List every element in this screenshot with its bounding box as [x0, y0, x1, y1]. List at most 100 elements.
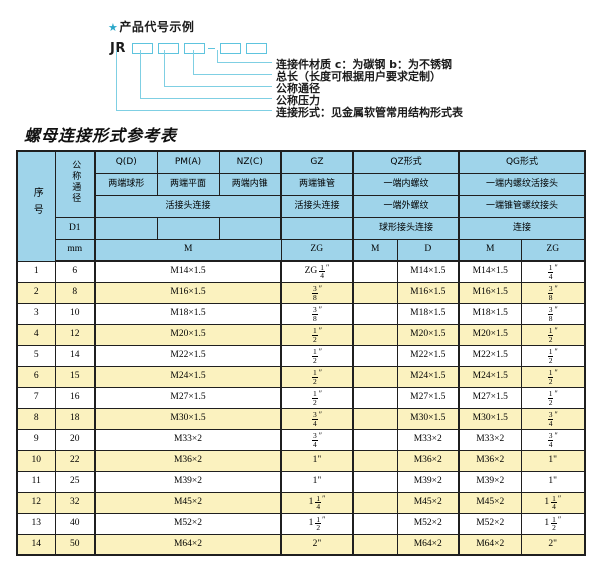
- cell-qg-m: M24×1.5: [458, 365, 522, 388]
- cell-nominal-diameter: 10: [54, 302, 96, 325]
- cell-qz-m: [352, 428, 398, 451]
- cell-qz-d: M14×1.5: [396, 260, 460, 283]
- header-group-qz: QZ形式: [352, 150, 460, 174]
- star-icon: ★: [108, 21, 119, 34]
- cell-nominal-diameter: 15: [54, 365, 96, 388]
- cell-qg-m: M30×1.5: [458, 407, 522, 430]
- leader-line-v-1: [116, 50, 117, 110]
- cell-serial-no: 13: [16, 512, 56, 535]
- cell-gz-zg: 3 8 ″: [280, 281, 354, 304]
- cell-qg-zg: 1 1 4 ″: [520, 491, 586, 514]
- cell-qz-d: M18×1.5: [396, 302, 460, 325]
- table-row: 14 50 M64×2 2" M64×2 M64×2 2": [16, 533, 586, 556]
- cell-qz-m: [352, 533, 398, 556]
- cell-m-thread: M64×2: [94, 533, 282, 556]
- code-slot-5: [245, 42, 267, 54]
- header-group-pma: PM(A): [156, 150, 220, 174]
- cell-qg-zg: 1 2 ″: [520, 344, 586, 367]
- header-group-gz: GZ: [280, 150, 354, 174]
- header-unit-zg-qg: ZG: [520, 238, 586, 262]
- header-row-desc2: 活接头连接 活接头连接 一端外螺纹 一端锥管螺纹接头: [17, 194, 586, 218]
- header-nominal-diameter: 公称通径: [54, 150, 96, 218]
- cell-m-thread: M36×2: [94, 449, 282, 472]
- header-desc-pma: 两端平面: [156, 172, 220, 196]
- header-blank-nzc: [218, 216, 282, 240]
- code-label-material: 连接件材质 c：为碳钢 b：为不锈钢: [276, 58, 453, 71]
- cell-qg-m: M64×2: [458, 533, 522, 556]
- cell-gz-zg: 1 1 2 ″: [280, 512, 354, 535]
- cell-qg-zg: 3 8 ″: [520, 302, 586, 325]
- header-blank-gz: [280, 216, 354, 240]
- header-unit-d-qz: D: [396, 238, 460, 262]
- cell-qg-zg: 3 8 ″: [520, 281, 586, 304]
- cell-m-thread: M24×1.5: [94, 365, 282, 388]
- cell-m-thread: M45×2: [94, 491, 282, 514]
- code-slot-2: [157, 42, 179, 54]
- cell-qz-d: M45×2: [396, 491, 460, 514]
- cell-qg-zg: 1": [520, 470, 586, 493]
- nut-connection-reference-table: 序号 公称通径 Q(D) PM(A) NZ(C) GZ QZ形式 QG形式 两端…: [16, 150, 586, 556]
- table-row: 9 20 M33×2 3 4 ″ M33×2 M33×2 3 4 ″: [16, 428, 586, 451]
- product-code-slots: JR: [110, 40, 272, 56]
- cell-qz-m: [352, 407, 398, 430]
- table-row: 3 10 M18×1.5 3 8 ″ M18×1.5 M18×1.5 3 8 ″: [16, 302, 586, 325]
- table-row: 4 12 M20×1.5 1 2 ″ M20×1.5 M20×1.5 1 2 ″: [16, 323, 586, 346]
- cell-qg-zg: 3 4 ″: [520, 407, 586, 430]
- cell-nominal-diameter: 6: [54, 260, 96, 283]
- header-desc-qd: 两端球形: [94, 172, 158, 196]
- header-qz-desc3: 球形接头连接: [352, 216, 460, 240]
- cell-serial-no: 12: [16, 491, 56, 514]
- cell-serial-no: 10: [16, 449, 56, 472]
- leader-line-h-3: [164, 86, 272, 87]
- leader-line-h-2: [140, 98, 272, 99]
- cell-nominal-diameter: 18: [54, 407, 96, 430]
- cell-m-thread: M52×2: [94, 512, 282, 535]
- cell-serial-no: 8: [16, 407, 56, 430]
- cell-gz-zg: 3 4 ″: [280, 407, 354, 430]
- table-row: 8 18 M30×1.5 3 4 ″ M30×1.5 M30×1.5 3 4 ″: [16, 407, 586, 430]
- cell-gz-zg: 1": [280, 470, 354, 493]
- cell-m-thread: M20×1.5: [94, 323, 282, 346]
- code-dash: [207, 47, 215, 49]
- cell-serial-no: 2: [16, 281, 56, 304]
- cell-serial-no: 5: [16, 344, 56, 367]
- header-gz-union: 活接头连接: [280, 194, 354, 218]
- cell-qg-zg: 1 2 ″: [520, 386, 586, 409]
- cell-qg-m: M14×1.5: [458, 260, 522, 283]
- code-label-conn-type: 连接形式：见金属软管常用结构形式表: [276, 106, 463, 119]
- cell-qg-zg: 1 2 ″: [520, 323, 586, 346]
- cell-gz-zg: 2": [280, 533, 354, 556]
- cell-qz-m: [352, 260, 398, 283]
- cell-qz-d: M16×1.5: [396, 281, 460, 304]
- leader-line-v-3: [164, 50, 165, 86]
- cell-nominal-diameter: 8: [54, 281, 96, 304]
- table-row: 12 32 M45×2 1 1 4 ″ M45×2 M45×2 1 1 4 ″: [16, 491, 586, 514]
- header-serial-no: 序号: [16, 150, 56, 262]
- header-desc-qz: 一端内螺纹: [352, 172, 460, 196]
- header-blank-qd: [94, 216, 158, 240]
- cell-m-thread: M27×1.5: [94, 386, 282, 409]
- header-mm-label: mm: [54, 238, 96, 262]
- cell-qg-zg: 2": [520, 533, 586, 556]
- leader-line-v-4: [193, 50, 194, 74]
- header-row-codes: 序号 公称通径 Q(D) PM(A) NZ(C) GZ QZ形式 QG形式: [16, 150, 586, 262]
- cell-gz-zg: 1 2 ″: [280, 386, 354, 409]
- cell-qg-m: M18×1.5: [458, 302, 522, 325]
- table-row: 1 6 M14×1.5 ZG 1 4 ″ M14×1.5 M14×1.5 1 4 ″: [16, 260, 586, 283]
- cell-qz-d: M64×2: [396, 533, 460, 556]
- cell-gz-zg: 3 4 ″: [280, 428, 354, 451]
- cell-m-thread: M16×1.5: [94, 281, 282, 304]
- cell-gz-zg: 3 8 ″: [280, 302, 354, 325]
- code-slot-1: [131, 42, 153, 54]
- code-slot-3: [183, 42, 205, 54]
- cell-nominal-diameter: 25: [54, 470, 96, 493]
- code-label-pressure: 公称压力: [276, 94, 320, 107]
- header-unit-m-qg: M: [458, 238, 522, 262]
- leader-line-h-4: [193, 74, 272, 75]
- cell-nominal-diameter: 16: [54, 386, 96, 409]
- header-desc-nzc: 两端内锥: [218, 172, 282, 196]
- cell-gz-zg: 1 2 ″: [280, 323, 354, 346]
- header-blank-pma: [156, 216, 220, 240]
- header-qz-desc2: 一端外螺纹: [352, 194, 460, 218]
- cell-qz-d: M20×1.5: [396, 323, 460, 346]
